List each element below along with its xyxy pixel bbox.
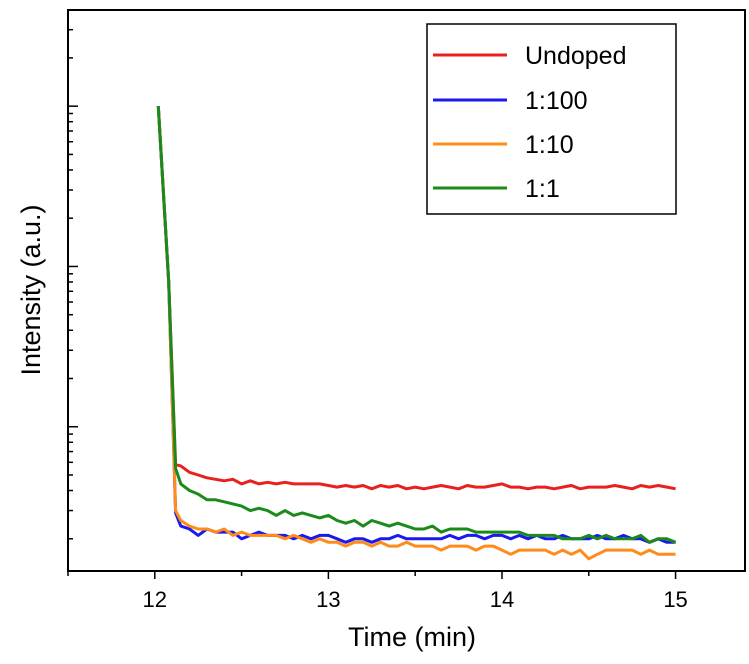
series-line-1-10 (156, 106, 676, 561)
y-axis-ticks (68, 28, 78, 540)
x-tick-label: 14 (490, 587, 514, 612)
legend-label-1-100: 1:100 (525, 87, 588, 115)
x-axis-tick-labels: 12 13 14 15 (143, 587, 688, 612)
x-axis-title: Time (min) (348, 622, 476, 652)
x-tick-label: 15 (663, 587, 687, 612)
legend-label-undoped: Undoped (525, 42, 626, 70)
legend-label-1-10: 1:10 (525, 131, 574, 159)
legend: Undoped 1:100 1:10 1:1 (426, 23, 677, 215)
legend-label-1-1: 1:1 (525, 175, 560, 203)
series-line-1-100 (156, 106, 676, 544)
series-lines (156, 106, 677, 561)
series-line-1-1 (156, 106, 677, 544)
plot-area-frame (67, 9, 746, 572)
x-tick-label: 12 (143, 587, 167, 612)
y-axis-title: Intensity (a.u.) (16, 204, 46, 375)
series-line-undoped (156, 106, 676, 491)
x-tick-label: 13 (316, 587, 340, 612)
x-axis-ticks (67, 571, 677, 579)
